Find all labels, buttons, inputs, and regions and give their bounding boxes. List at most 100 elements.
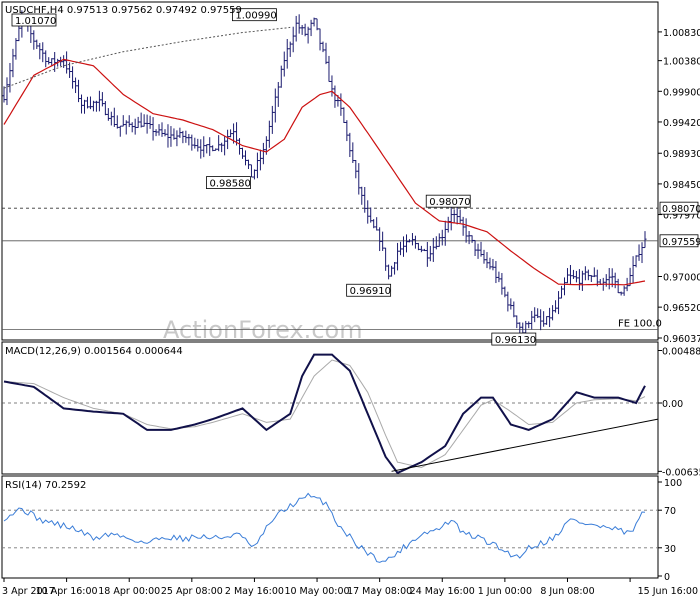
price-bar-92 xyxy=(276,82,280,107)
price-bar-86 xyxy=(258,149,262,171)
price-bar-153 xyxy=(458,209,462,224)
svg-text:1.01070: 1.01070 xyxy=(15,16,56,27)
price-bar-63 xyxy=(190,134,194,151)
price-bar-35 xyxy=(106,108,110,121)
price-bar-53 xyxy=(160,122,164,137)
price-bar-14 xyxy=(44,50,48,68)
price-bar-113 xyxy=(339,93,343,116)
price-bar-100 xyxy=(300,25,304,35)
price-bar-124 xyxy=(372,219,376,229)
price-bar-39 xyxy=(118,125,122,137)
price-bar-179 xyxy=(536,308,540,319)
price-bars xyxy=(2,10,647,336)
price-bar-168 xyxy=(503,286,507,298)
rsi-tick-2: 30 xyxy=(664,544,676,555)
rsi-lines xyxy=(2,492,658,563)
price-bar-62 xyxy=(187,133,191,146)
price-bar-191 xyxy=(571,269,576,279)
price-bar-181 xyxy=(542,311,546,327)
price-bar-186 xyxy=(556,291,561,315)
price-bar-159 xyxy=(476,243,480,259)
price-panel-frame xyxy=(1,1,659,341)
rsi-tick-0: 100 xyxy=(664,478,682,489)
price-tick-0: 1.00830 xyxy=(663,28,700,39)
macd-title: MACD(12,26,9) 0.001564 0.000644 xyxy=(5,346,183,357)
price-bar-195 xyxy=(583,266,587,281)
price-tick-2: 0.99900 xyxy=(663,87,700,98)
price-bar-11 xyxy=(35,39,39,50)
price-bar-13 xyxy=(41,42,45,63)
price-bar-26 xyxy=(79,94,84,114)
x-tick-0: 3 Apr 2017 xyxy=(2,586,55,597)
price-bar-184 xyxy=(550,305,555,321)
price-bar-56 xyxy=(169,126,173,147)
price-bar-12 xyxy=(38,42,42,60)
price-bar-210 xyxy=(628,267,632,287)
price-bar-138 xyxy=(413,235,418,249)
price-chart-title: USDCHF,H4 0.97513 0.97562 0.97492 0.9755… xyxy=(5,5,242,16)
price-bar-10 xyxy=(32,30,36,50)
price-bar-46 xyxy=(139,112,143,128)
price-bar-87 xyxy=(261,142,265,165)
price-bar-155 xyxy=(464,218,468,243)
price-bar-180 xyxy=(539,309,543,331)
svg-text:0.98070: 0.98070 xyxy=(429,197,470,208)
price-bar-95 xyxy=(285,39,289,69)
price-bar-154 xyxy=(461,216,465,236)
price-bar-83 xyxy=(249,164,254,178)
price-bar-31 xyxy=(94,100,99,112)
macd-lines xyxy=(2,353,659,475)
price-bar-197 xyxy=(589,275,593,283)
price-bar-188 xyxy=(562,277,567,296)
price-tick-7: 0.97000 xyxy=(663,273,700,284)
price-bar-136 xyxy=(407,239,412,243)
price-bar-32 xyxy=(97,90,102,112)
price-bar-212 xyxy=(634,255,638,268)
price-bar-132 xyxy=(395,242,400,271)
price-bar-199 xyxy=(595,269,599,287)
price-bar-69 xyxy=(208,137,212,156)
price-bar-90 xyxy=(270,105,274,134)
price-bar-158 xyxy=(473,239,477,256)
price-bar-73 xyxy=(220,142,224,153)
price-bar-121 xyxy=(363,186,367,213)
price-bar-21 xyxy=(65,51,69,74)
price-bar-170 xyxy=(509,298,513,310)
price-bar-134 xyxy=(401,236,406,257)
x-tick-10: 15 Jun 16:00 xyxy=(638,586,698,597)
price-bar-72 xyxy=(217,135,221,152)
rsi-tick-3: 0 xyxy=(664,572,670,583)
price-bar-71 xyxy=(214,148,218,151)
price-bar-101 xyxy=(303,23,307,37)
price-bar-75 xyxy=(226,129,230,150)
price-bar-52 xyxy=(157,124,161,136)
price-bar-144 xyxy=(431,237,435,262)
price-bar-120 xyxy=(360,186,364,205)
price-bar-211 xyxy=(631,256,635,284)
price-bar-156 xyxy=(467,230,471,245)
price-bar-58 xyxy=(175,130,179,147)
svg-text:0.96130: 0.96130 xyxy=(495,335,536,346)
price-bar-130 xyxy=(389,265,394,277)
price-bar-157 xyxy=(470,235,474,243)
price-bar-167 xyxy=(500,273,504,295)
price-bar-51 xyxy=(154,129,158,137)
price-bar-150 xyxy=(449,205,453,231)
rsi-line xyxy=(3,492,646,563)
price-bar-76 xyxy=(228,129,233,138)
macd-tick-1: 0.00 xyxy=(662,399,683,410)
rsi-tick-1: 70 xyxy=(664,506,676,517)
price-bar-115 xyxy=(345,120,349,142)
macd-panel-frame xyxy=(1,341,659,475)
price-bar-70 xyxy=(211,145,215,152)
price-bar-178 xyxy=(533,307,537,323)
price-bar-193 xyxy=(577,269,582,291)
price-bar-160 xyxy=(479,241,483,257)
price-bar-94 xyxy=(282,51,286,77)
price-bar-129 xyxy=(387,264,391,280)
price-bar-82 xyxy=(246,159,251,170)
price-bar-1 xyxy=(5,77,9,106)
price-bar-84 xyxy=(252,169,257,180)
price-bar-99 xyxy=(297,14,301,34)
